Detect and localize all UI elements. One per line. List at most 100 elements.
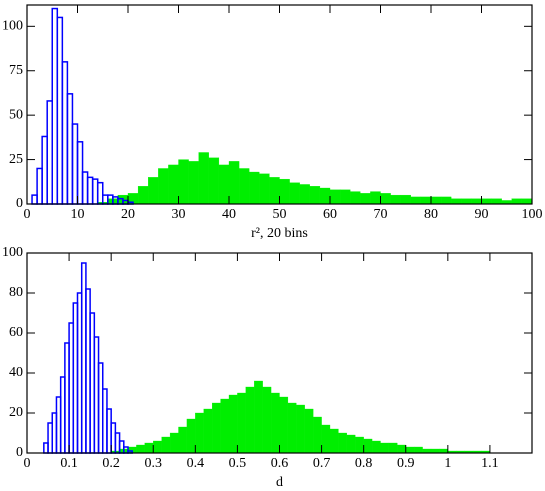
histogram-bar xyxy=(188,161,199,205)
histogram-bar xyxy=(279,396,289,454)
histogram-bar xyxy=(51,7,59,205)
histogram-bar xyxy=(414,446,423,454)
histogram-bar xyxy=(410,196,422,205)
x-tick-label: 0 xyxy=(24,456,31,471)
histogram-bar xyxy=(346,434,356,454)
histogram-bar xyxy=(218,164,230,205)
histogram-bar xyxy=(388,442,398,454)
histogram-bar xyxy=(212,402,221,454)
y-tick-label: 80 xyxy=(9,285,23,300)
histogram-bar xyxy=(178,159,189,205)
histogram-bar xyxy=(168,164,179,205)
histogram-bar xyxy=(329,428,339,454)
y-tick-label: 75 xyxy=(9,63,23,78)
histogram-bar xyxy=(380,193,391,205)
x-tick-label: 0.9 xyxy=(397,456,415,471)
x-tick-label: 1 xyxy=(444,456,451,471)
histogram-bar xyxy=(198,152,209,205)
histogram-bar xyxy=(41,135,48,205)
x-axis-label: r², 20 bins xyxy=(251,226,308,241)
histogram-bar xyxy=(287,402,297,454)
histogram-bar xyxy=(91,178,99,205)
y-tick-label: 50 xyxy=(9,107,23,122)
histogram-bar xyxy=(397,444,406,454)
histogram-bar xyxy=(319,187,331,205)
histogram-bar xyxy=(360,193,371,205)
x-tick-label: 90 xyxy=(475,207,489,222)
histogram-bar xyxy=(451,198,462,205)
histogram-bar xyxy=(370,191,381,205)
x-tick-label: 0.8 xyxy=(355,456,373,471)
x-tick-label: 0.2 xyxy=(102,456,120,471)
histogram-bar xyxy=(169,432,179,454)
histogram-bar xyxy=(220,398,230,454)
histogram-bar xyxy=(400,194,411,205)
histogram-bar xyxy=(471,198,482,205)
histogram-bar xyxy=(76,141,84,205)
histogram-bar xyxy=(461,198,472,205)
histogram-bar xyxy=(420,196,432,205)
histogram-bar xyxy=(203,408,213,454)
histogram-bar xyxy=(71,123,79,205)
histogram-bar xyxy=(158,168,169,205)
histogram-bar xyxy=(228,161,240,205)
histogram-bar xyxy=(86,176,94,205)
histogram-bar xyxy=(422,448,432,454)
histogram-bar xyxy=(178,426,188,454)
histogram-bar xyxy=(390,194,401,205)
histogram-bar xyxy=(296,404,305,454)
histogram-bar xyxy=(380,442,390,454)
histogram-bar xyxy=(61,61,69,205)
histogram-bar xyxy=(338,432,347,454)
histogram-bar xyxy=(329,189,341,205)
histogram-bar xyxy=(430,448,440,454)
histogram-bar xyxy=(254,380,263,454)
histogram-bar xyxy=(66,93,74,205)
x-tick-label: 80 xyxy=(424,207,438,222)
x-axis-label: d xyxy=(276,475,283,490)
histogram-bar xyxy=(321,424,331,454)
histogram-bar xyxy=(270,392,280,454)
histogram-bar xyxy=(511,198,523,205)
histogram-bar xyxy=(363,438,373,454)
x-tick-label: 20 xyxy=(121,207,135,222)
x-tick-label: 50 xyxy=(273,207,287,222)
plot-frame xyxy=(26,4,533,205)
y-tick-label: 60 xyxy=(9,325,23,340)
x-tick-label: 0 xyxy=(24,207,31,222)
y-tick-label: 100 xyxy=(2,19,23,34)
histogram-bar xyxy=(269,177,280,205)
x-tick-label: 1.1 xyxy=(481,456,499,471)
x-tick-label: 0.5 xyxy=(229,456,247,471)
histogram-bar xyxy=(289,182,300,205)
histogram-bar xyxy=(309,186,321,205)
histogram-bar xyxy=(81,171,89,205)
histogram-bar xyxy=(262,386,272,454)
x-tick-label: 0.1 xyxy=(60,456,78,471)
histogram-bar xyxy=(439,448,448,454)
histogram-bar xyxy=(279,178,290,205)
histogram-bar xyxy=(405,446,415,454)
histogram-bar xyxy=(195,412,204,454)
histogram-bar xyxy=(304,408,314,454)
histogram-bar xyxy=(56,16,64,205)
histogram-bar xyxy=(299,184,310,205)
histogram-bar xyxy=(144,442,154,454)
histogram-bar xyxy=(491,198,502,205)
histogram-bar xyxy=(430,196,442,205)
histogram-bar xyxy=(228,394,238,454)
histogram-bar xyxy=(153,440,162,454)
histogram-bar xyxy=(481,198,492,205)
histogram-bar xyxy=(249,171,260,205)
x-tick-label: 10 xyxy=(71,207,85,222)
x-tick-label: 60 xyxy=(323,207,337,222)
histogram-bar xyxy=(186,418,196,454)
histogram-bar xyxy=(259,173,270,205)
histogram-bar xyxy=(31,194,38,205)
y-tick-label: 25 xyxy=(9,152,23,167)
histogram-bar xyxy=(521,198,533,205)
x-tick-label: 0.6 xyxy=(271,456,289,471)
histogram-bar xyxy=(237,392,246,454)
